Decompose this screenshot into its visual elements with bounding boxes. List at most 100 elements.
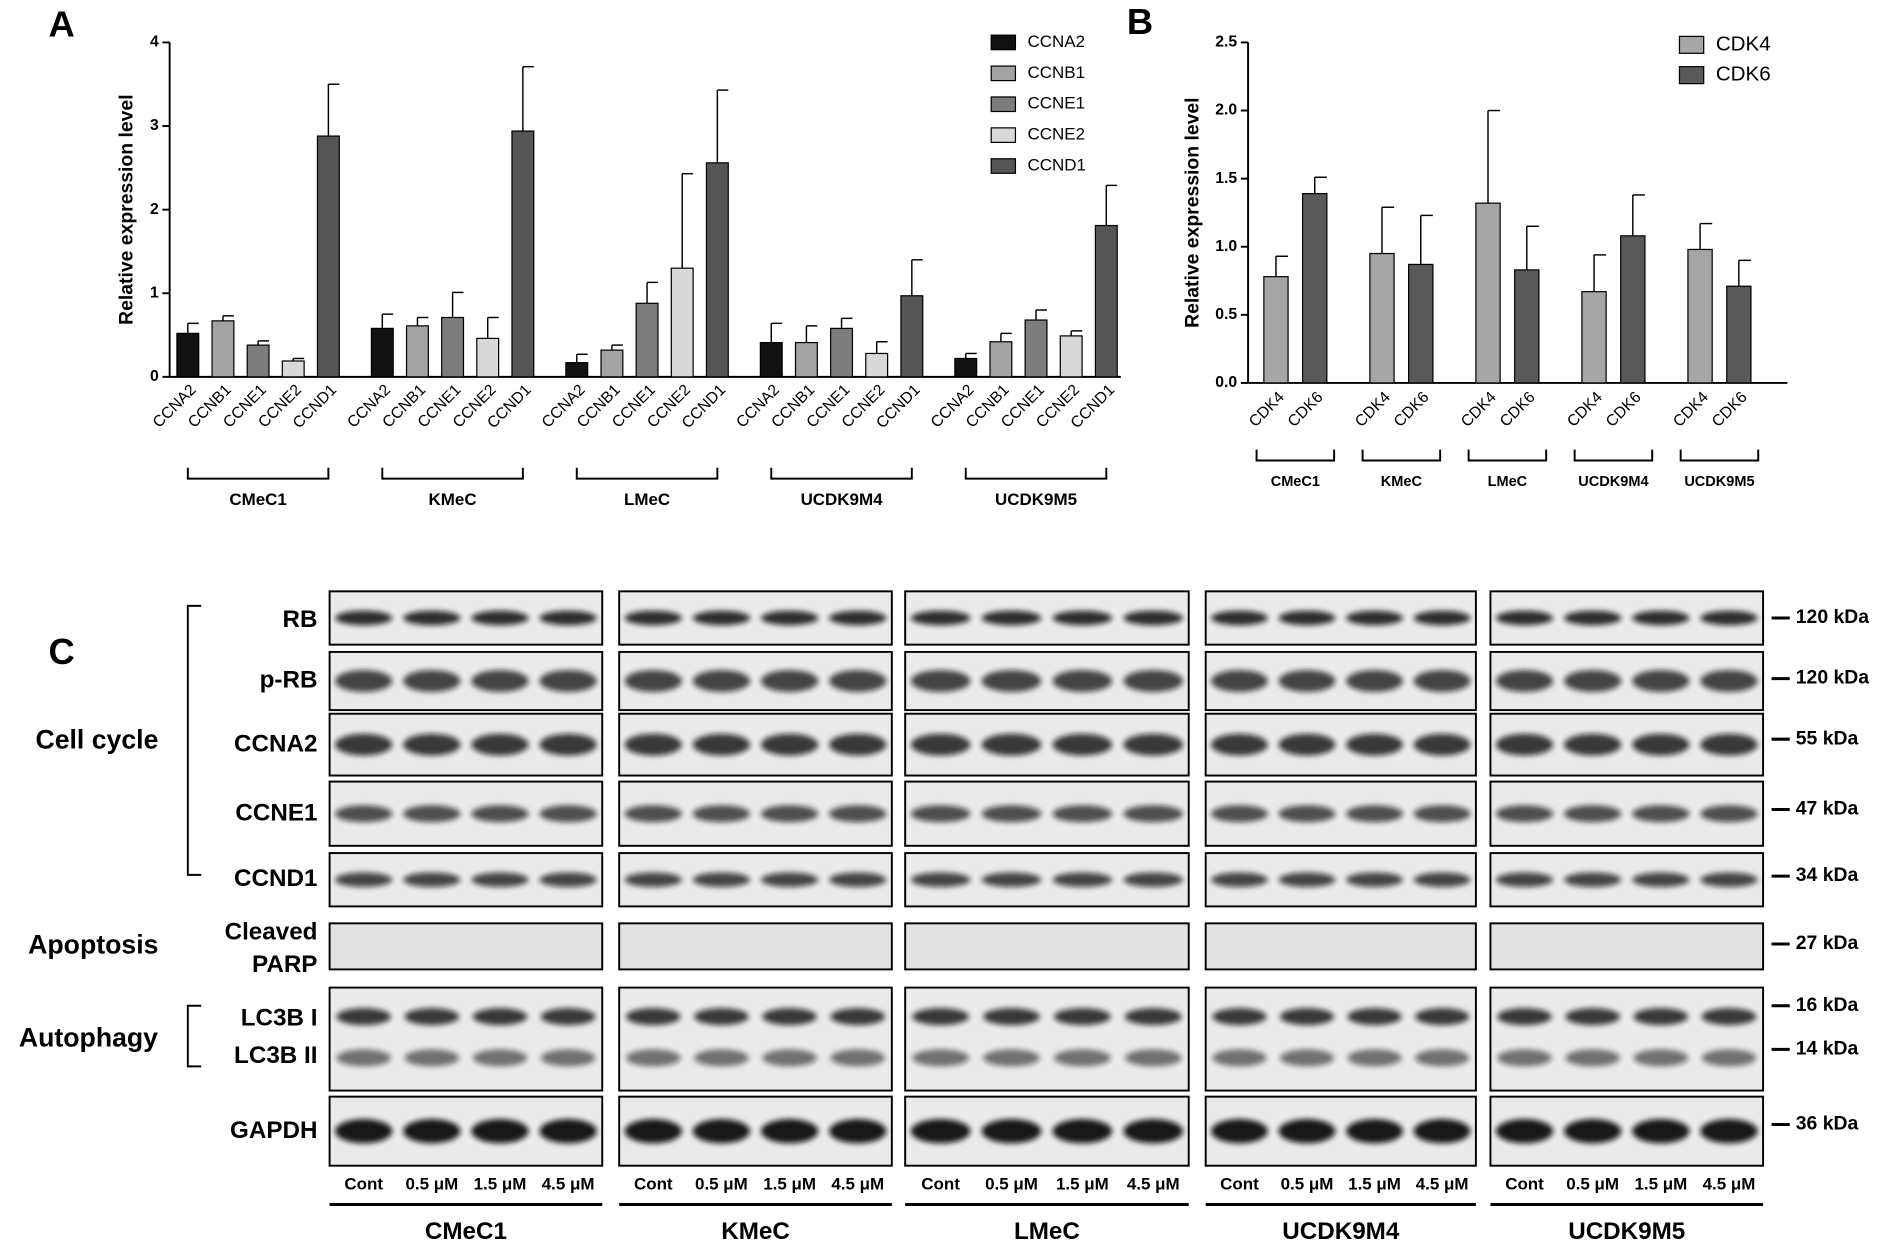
bar xyxy=(370,327,394,378)
band xyxy=(1211,670,1268,692)
bar xyxy=(176,332,200,378)
lane-label: 0.5 μM xyxy=(1281,1175,1334,1194)
bar xyxy=(1024,319,1048,378)
band xyxy=(1123,805,1184,823)
band xyxy=(1495,733,1554,756)
band xyxy=(1495,1119,1554,1144)
bar xyxy=(1302,193,1328,384)
lane-label: Cont xyxy=(634,1175,673,1194)
bar xyxy=(246,344,270,378)
band xyxy=(404,1008,460,1026)
y-tick-label: 2.0 xyxy=(1215,102,1237,119)
bar xyxy=(830,327,854,378)
lane-label: 1.5 μM xyxy=(1056,1175,1109,1194)
row-label: LC3B II xyxy=(234,1042,317,1069)
group-bracket xyxy=(186,467,330,480)
bar xyxy=(476,337,500,378)
lane-label: 0.5 μM xyxy=(985,1175,1038,1194)
band xyxy=(910,805,971,823)
legend-swatch xyxy=(990,158,1017,174)
band xyxy=(981,670,1042,692)
legend-label: CDK6 xyxy=(1716,63,1771,86)
band xyxy=(762,1049,817,1067)
band xyxy=(336,1049,391,1067)
band xyxy=(910,670,971,692)
band xyxy=(983,1049,1040,1067)
x-tick-label: CDK4 xyxy=(1564,389,1606,431)
blot-lane-box xyxy=(328,986,604,1092)
band xyxy=(471,1119,529,1144)
category-label: Cell cycle xyxy=(35,725,158,755)
bar xyxy=(1369,252,1395,384)
bar xyxy=(635,302,659,378)
group-label: CMeC1 xyxy=(1271,474,1320,490)
bar xyxy=(1726,285,1752,384)
x-tick-label: CDK4 xyxy=(1352,389,1394,431)
band xyxy=(1347,1008,1402,1026)
band xyxy=(829,1119,887,1144)
bar xyxy=(441,316,465,378)
band xyxy=(471,805,529,823)
band xyxy=(1413,670,1471,692)
blot-lane-box xyxy=(1489,922,1765,971)
band xyxy=(1346,670,1403,692)
band xyxy=(1495,670,1554,692)
band xyxy=(1700,733,1758,756)
group-bracket xyxy=(381,467,524,480)
bar xyxy=(670,267,694,378)
band xyxy=(1211,733,1268,756)
bracket xyxy=(186,1004,202,1068)
band xyxy=(1052,733,1113,756)
y-axis-label: Relative expression level xyxy=(1182,97,1204,327)
y-tick-label: 2.5 xyxy=(1215,34,1237,51)
blot-lane-box xyxy=(328,922,604,971)
band xyxy=(1052,610,1113,626)
row-label: RB xyxy=(282,606,317,633)
band xyxy=(760,872,819,888)
band xyxy=(1211,1119,1268,1144)
bar xyxy=(511,130,535,378)
band xyxy=(1054,1049,1111,1067)
band xyxy=(829,733,887,756)
band xyxy=(403,1119,461,1144)
lane-label: 1.5 μM xyxy=(763,1175,816,1194)
y-axis-label: Relative expression level xyxy=(115,94,137,324)
category-label: Apoptosis xyxy=(28,929,158,959)
band xyxy=(1123,610,1184,626)
band xyxy=(1052,1119,1113,1144)
band xyxy=(1413,805,1471,823)
lane-label: 4.5 μM xyxy=(1127,1175,1180,1194)
band xyxy=(472,1008,528,1026)
lane-label: 0.5 μM xyxy=(405,1175,458,1194)
band xyxy=(1701,1008,1757,1026)
group-bracket xyxy=(1573,449,1654,462)
band xyxy=(403,670,461,692)
band xyxy=(472,1049,528,1067)
band xyxy=(1123,1119,1184,1144)
group-label: CMeC1 xyxy=(425,1218,507,1245)
band xyxy=(1633,1008,1689,1026)
group-label: UCDK9M4 xyxy=(1282,1218,1400,1245)
group-bracket xyxy=(964,467,1108,480)
y-tick-label: 1.5 xyxy=(1215,170,1237,187)
group-label: LMeC xyxy=(624,490,670,509)
band xyxy=(624,805,682,823)
group-label: KMeC xyxy=(1381,474,1423,490)
bar xyxy=(1687,248,1713,384)
bar xyxy=(989,341,1013,378)
band xyxy=(981,805,1042,823)
band xyxy=(981,610,1042,626)
band xyxy=(539,1119,597,1144)
band xyxy=(624,733,682,756)
lane-label: Cont xyxy=(921,1175,960,1194)
band xyxy=(1564,805,1622,823)
row-label: CCND1 xyxy=(234,865,317,892)
band xyxy=(335,733,393,756)
lane-label: Cont xyxy=(344,1175,383,1194)
band xyxy=(1052,670,1113,692)
kda-label: 16 kDa xyxy=(1796,994,1859,1016)
lane-label: 4.5 μM xyxy=(831,1175,884,1194)
band xyxy=(1124,1049,1182,1067)
lane-label: 1.5 μM xyxy=(1348,1175,1401,1194)
band xyxy=(471,872,529,888)
